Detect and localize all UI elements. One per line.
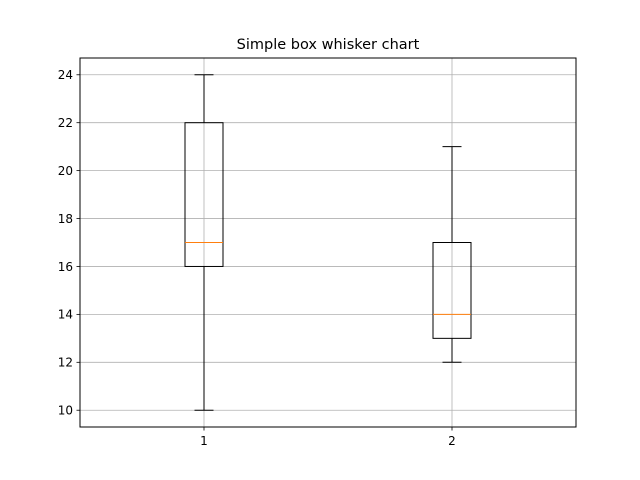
chart-title: Simple box whisker chart [237,37,420,53]
y-tick-label: 18 [58,212,73,226]
y-tick-label: 12 [58,356,73,370]
iqr-box [432,242,472,339]
y-tick-label: 10 [58,404,73,418]
y-tick-label: 14 [58,308,73,322]
box-group-2 [432,146,472,363]
y-tick-label: 16 [58,260,73,274]
y-tick-label: 24 [58,68,73,82]
y-tick-label: 22 [58,116,73,130]
y-tick-label: 20 [58,164,73,178]
box-group-1 [184,74,224,411]
x-tick-label: 2 [448,434,456,448]
plot-frame [79,57,577,428]
box-layer [184,74,472,411]
x-tick-label: 1 [200,434,208,448]
iqr-box [184,122,224,267]
